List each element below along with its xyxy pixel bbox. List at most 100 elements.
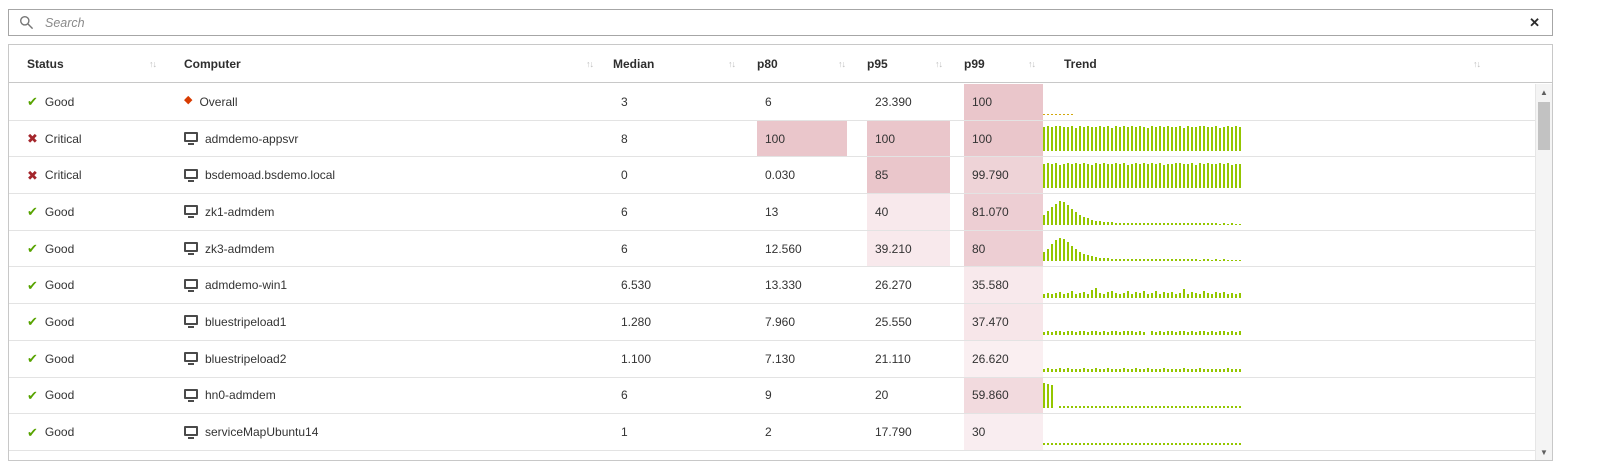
trend-sparkline bbox=[1043, 124, 1241, 152]
p99-cell: 100 bbox=[950, 84, 1043, 120]
p80-value-box: 12.560 bbox=[757, 231, 847, 267]
column-label-p99: p99 bbox=[964, 56, 985, 71]
p95-value: 20 bbox=[875, 388, 889, 403]
check-icon: ✔ bbox=[27, 94, 38, 110]
table-row[interactable]: ✔ Good bluestripeload1 1.280 7.960 25.550 37.4… bbox=[9, 304, 1535, 341]
diamond-icon: ◆ bbox=[184, 94, 193, 107]
computer-icon bbox=[184, 425, 198, 439]
p95-cell: 20 bbox=[853, 378, 950, 414]
status-cell: ✖ Critical bbox=[9, 121, 164, 157]
scroll-down-icon[interactable]: ▼ bbox=[1540, 447, 1548, 457]
table-row[interactable]: ✖ Critical admdemo-appsvr 8 100 100 100 bbox=[9, 120, 1535, 158]
median-value-box: 1 bbox=[613, 414, 705, 450]
trend-cell bbox=[1043, 414, 1535, 450]
computer-icon bbox=[184, 352, 198, 366]
p80-value-box: 9 bbox=[757, 378, 847, 414]
sort-icon[interactable]: ↑↓ bbox=[838, 58, 846, 69]
column-header-p80[interactable]: p80 ↑↓ bbox=[743, 45, 853, 82]
p80-cell: 9 bbox=[743, 378, 853, 414]
search-input[interactable] bbox=[43, 14, 1519, 31]
computer-icon bbox=[184, 388, 198, 402]
column-header-status[interactable]: Status ↑↓ bbox=[9, 45, 164, 82]
trend-sparkline bbox=[1043, 381, 1241, 409]
computer-name: bluestripeload1 bbox=[205, 314, 287, 329]
p99-value-box: 100 bbox=[964, 84, 1043, 120]
median-value-box: 3 bbox=[613, 84, 705, 120]
p80-value-box: 100 bbox=[757, 120, 847, 157]
p80-value: 13.330 bbox=[765, 278, 802, 293]
scroll-up-icon[interactable]: ▲ bbox=[1540, 87, 1548, 97]
median-value: 6.530 bbox=[621, 278, 652, 293]
table-row[interactable]: ✔ Good hn0-admdem 6 9 20 59.860 bbox=[9, 377, 1535, 415]
computer-icon bbox=[184, 132, 198, 146]
table-row[interactable]: ✔ Good zk3-admdem 6 12.560 39.210 80 bbox=[9, 230, 1535, 268]
critical-icon: ✖ bbox=[27, 131, 38, 147]
column-header-computer[interactable]: Computer ↑↓ bbox=[164, 45, 601, 82]
column-header-p99[interactable]: p99 ↑↓ bbox=[950, 45, 1043, 82]
sort-icon[interactable]: ↑↓ bbox=[1028, 58, 1036, 69]
computer-icon bbox=[184, 315, 198, 329]
p95-value: 100 bbox=[875, 131, 896, 146]
vertical-scrollbar[interactable]: ▲ ▼ bbox=[1535, 84, 1552, 460]
median-value: 8 bbox=[621, 131, 628, 146]
sort-icon[interactable]: ↑↓ bbox=[935, 58, 943, 69]
p95-value-box: 100 bbox=[867, 120, 950, 157]
table-row[interactable]: ✔ Good ◆ Overall 3 6 23.390 100 bbox=[9, 84, 1535, 121]
p80-cell: 13 bbox=[743, 194, 853, 230]
scrollbar-track[interactable] bbox=[1536, 100, 1552, 444]
computer-name: zk1-admdem bbox=[205, 204, 275, 219]
column-header-trend[interactable]: Trend ↑↓ bbox=[1043, 45, 1552, 82]
table-row[interactable]: ✖ Critical bsdemoad.bsdemo.local 0 0.030 85 99… bbox=[9, 157, 1535, 195]
table-row[interactable]: ✔ Good serviceMapUbuntu14 1 2 17.790 30 bbox=[9, 414, 1535, 451]
trend-cell bbox=[1043, 157, 1535, 193]
status-label: Good bbox=[44, 351, 75, 366]
p95-value-box: 25.550 bbox=[867, 304, 950, 340]
median-value-box: 1.280 bbox=[613, 304, 705, 340]
status-cell: ✖ Critical bbox=[9, 157, 164, 193]
p95-cell: 23.390 bbox=[853, 84, 950, 120]
p99-value: 100 bbox=[972, 131, 993, 146]
table-row[interactable]: ✔ Good zk1-admdem 6 13 40 81.070 bbox=[9, 194, 1535, 231]
table-row[interactable]: ✔ Good admdemo-win1 6.530 13.330 26.270 35.580 bbox=[9, 267, 1535, 305]
sort-icon[interactable]: ↑↓ bbox=[586, 58, 594, 69]
p99-value: 59.860 bbox=[972, 388, 1009, 403]
p80-cell: 7.130 bbox=[743, 341, 853, 377]
column-label-computer: Computer bbox=[184, 56, 241, 71]
median-value-box: 6.530 bbox=[613, 267, 705, 303]
p80-cell: 100 bbox=[743, 120, 853, 157]
sort-icon[interactable]: ↑↓ bbox=[149, 58, 157, 69]
median-value-box: 0 bbox=[613, 157, 705, 193]
status-label: Good bbox=[44, 204, 75, 219]
sort-icon[interactable]: ↑↓ bbox=[728, 58, 736, 69]
p95-value: 39.210 bbox=[875, 241, 912, 256]
status-cell: ✔ Good bbox=[9, 194, 164, 230]
clear-search-icon[interactable]: ✕ bbox=[1529, 14, 1540, 30]
computer-cell: bluestripeload2 bbox=[164, 341, 601, 377]
sort-icon[interactable]: ↑↓ bbox=[1473, 58, 1481, 69]
p99-value-box: 37.470 bbox=[964, 304, 1043, 340]
p95-value: 23.390 bbox=[875, 94, 912, 109]
p80-value: 7.960 bbox=[765, 314, 796, 329]
p99-cell: 35.580 bbox=[950, 267, 1043, 304]
p80-value: 100 bbox=[765, 131, 786, 146]
computer-icon bbox=[184, 278, 198, 292]
column-header-median[interactable]: Median ↑↓ bbox=[601, 45, 743, 82]
computer-cell: ◆ Overall bbox=[164, 84, 601, 120]
p99-value: 26.620 bbox=[972, 351, 1009, 366]
status-cell: ✔ Good bbox=[9, 304, 164, 340]
computer-icon bbox=[184, 242, 198, 256]
p95-cell: 85 bbox=[853, 157, 950, 194]
computer-cell: hn0-admdem bbox=[164, 378, 601, 414]
trend-cell bbox=[1043, 378, 1535, 414]
scrollbar-thumb[interactable] bbox=[1538, 102, 1550, 150]
median-value-box: 6 bbox=[613, 378, 705, 414]
median-value-box: 6 bbox=[613, 231, 705, 267]
p95-value: 85 bbox=[875, 168, 889, 183]
median-value-box: 1.100 bbox=[613, 341, 705, 377]
p95-value: 40 bbox=[875, 204, 889, 219]
table-row[interactable]: ✔ Good bluestripeload2 1.100 7.130 21.110 26.6… bbox=[9, 340, 1535, 378]
median-value: 6 bbox=[621, 388, 628, 403]
computer-cell: admdemo-appsvr bbox=[164, 121, 601, 157]
column-header-p95[interactable]: p95 ↑↓ bbox=[853, 45, 950, 82]
p80-value-box: 13.330 bbox=[757, 267, 847, 303]
